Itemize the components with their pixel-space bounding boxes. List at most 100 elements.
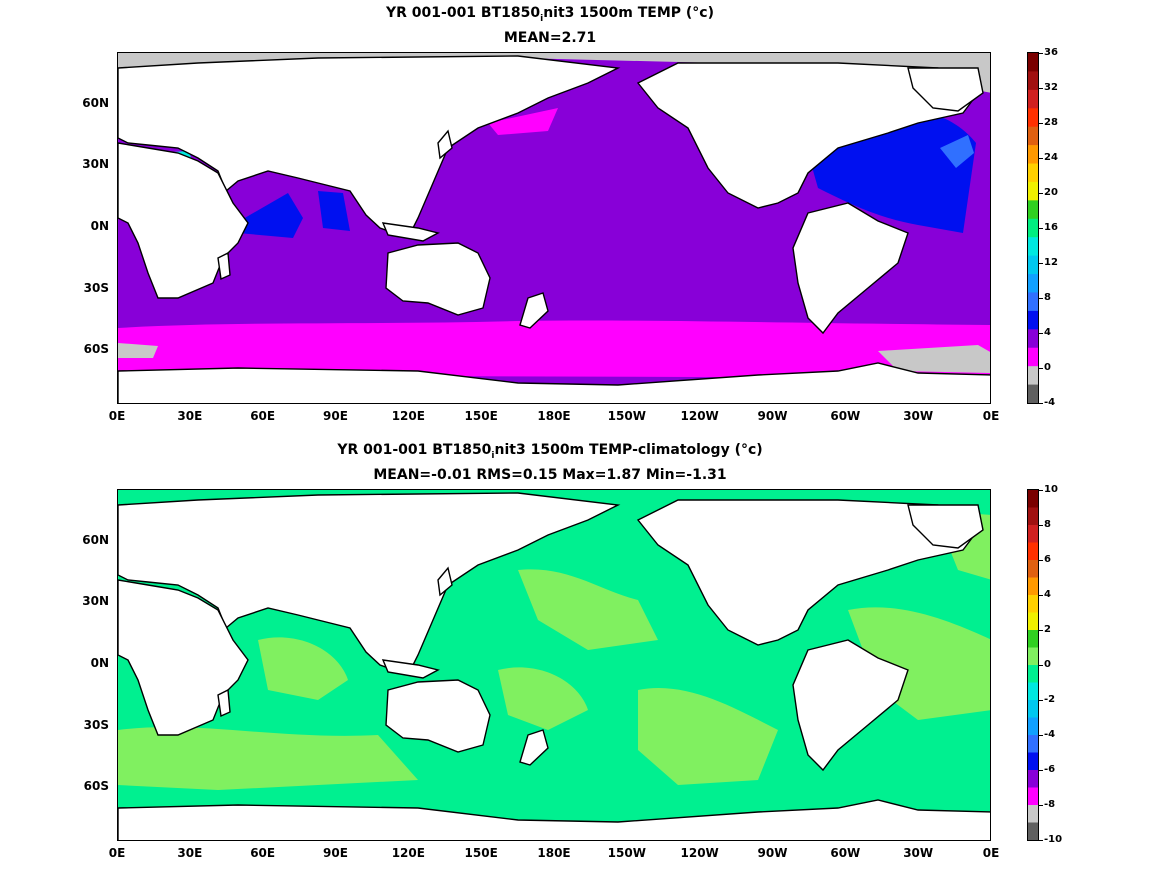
map-2-land-japan (437, 566, 453, 597)
map-2-colorbar-label: -4 (1044, 729, 1056, 740)
map-1-colorbar (1027, 52, 1039, 404)
map-1-colorbar-label: 4 (1044, 327, 1051, 338)
map-2-x-tick-label: 0E (982, 846, 1000, 860)
map-2-colorbar-tick (1039, 595, 1043, 596)
map-1-land-madagascar (217, 251, 231, 281)
map-1-colorbar-tick (1039, 263, 1043, 264)
map-1-y-tick-label: 30N (82, 157, 109, 172)
map-2-colorbar-swatch (1028, 735, 1038, 753)
map-2-y-tick-label: 60S (83, 779, 109, 794)
map-1-colorbar-label: 32 (1044, 82, 1058, 93)
map-1-antarctic-ice (878, 345, 990, 373)
map-2-x-tick-label: 150E (464, 846, 498, 860)
map-1-colorbar-swatch (1028, 366, 1038, 386)
map-1-land-greenland (907, 67, 984, 112)
map-2-colorbar-label: 4 (1044, 589, 1051, 600)
map-2-colorbar (1027, 489, 1039, 841)
map-2-y-tick-label: 60N (82, 532, 109, 547)
map-1-colorbar-swatch (1028, 347, 1038, 367)
map-1-title-rest: nit3 1500m TEMP (°c) (543, 5, 714, 21)
map-2-colorbar-label: 0 (1044, 659, 1051, 670)
map-1-colorbar-tick (1039, 193, 1043, 194)
map-1-y-tick-label: 60S (83, 342, 109, 357)
map-1-colorbar-swatch (1028, 329, 1038, 349)
map-1-colorbar-tick (1039, 53, 1043, 54)
map-2-title-rest: nit3 1500m TEMP-climatology (°c) (494, 442, 763, 458)
map-1-land-australia (385, 242, 491, 316)
map-2-colorbar-swatch (1028, 577, 1038, 596)
map-1-colorbar-label: 24 (1044, 152, 1058, 163)
map-1-land-newzealand (519, 292, 549, 329)
map-2-land-samerica (792, 639, 909, 772)
map-2-colorbar-swatch (1028, 630, 1038, 648)
map-2-title-main: YR 001-001 BT1850 (337, 442, 492, 458)
map-1-colorbar-label: 36 (1044, 47, 1058, 58)
map-1-x-tick-label: 150E (464, 409, 498, 423)
map-2-colorbar-swatch (1028, 595, 1038, 613)
map-2-colorbar-swatch (1028, 542, 1038, 561)
map-1-colorbar-swatch (1028, 108, 1038, 128)
map-2-colorbar-tick (1039, 665, 1043, 666)
map-1-colorbar-tick (1039, 298, 1043, 299)
map-1-svg (118, 53, 990, 403)
map-2-colorbar-swatch (1028, 717, 1038, 736)
map-2-colorbar-swatch (1028, 560, 1038, 578)
map-2-patch-2 (518, 569, 658, 650)
map-2-colorbar-swatch (1028, 805, 1038, 823)
map-2-colorbar-label: 8 (1044, 519, 1051, 530)
map-1-southern-band (118, 320, 990, 378)
map-1-colorbar-swatch (1028, 218, 1038, 238)
map-1-x-tick-label: 90W (757, 409, 788, 423)
map-1-colorbar-label: 0 (1044, 362, 1051, 373)
map-1-colorbar-label: 16 (1044, 222, 1058, 233)
map-1-colorbar-label: 8 (1044, 292, 1051, 303)
map-2-colorbar-swatch (1028, 700, 1038, 718)
map-2-title-sub: i (491, 450, 495, 461)
map-1-x-tick-label: 60W (830, 409, 861, 423)
map-2-x-tick-label: 0E (108, 846, 126, 860)
map-1-colorbar-swatch (1028, 200, 1038, 220)
map-2-colorbar-swatch (1028, 490, 1038, 508)
map-1-colorbar-swatch (1028, 145, 1038, 165)
map-2-land-greenland (907, 504, 984, 549)
map-2-x-tick-label: 60W (830, 846, 861, 860)
map-2-colorbar-swatch (1028, 770, 1038, 788)
map-1-colorbar-tick (1039, 123, 1043, 124)
map-2-colorbar-label: 2 (1044, 624, 1051, 635)
map-1-plot (117, 52, 991, 404)
map-2-colorbar-label: -2 (1044, 694, 1056, 705)
map-2-x-tick-label: 90E (323, 846, 348, 860)
map-2-x-tick-label: 90W (757, 846, 788, 860)
map-2-x-tick-label: 30E (177, 846, 203, 860)
map-2-colorbar-tick (1039, 840, 1043, 841)
map-2-title: YR 001-001 BT1850init3 1500m TEMP-climat… (0, 442, 1100, 461)
map-2-colorbar-tick (1039, 490, 1043, 491)
map-2-colorbar-label: -10 (1044, 834, 1063, 845)
map-2-land (118, 492, 990, 840)
map-1-x-tick-label: 120W (680, 409, 719, 423)
map-2-land-indonesia (381, 659, 440, 679)
map-1-y-tick-label: 0N (90, 218, 109, 233)
map-2-patch-3 (638, 688, 778, 785)
map-2-colorbar-label: -8 (1044, 799, 1056, 810)
map-2-svg (118, 490, 990, 840)
map-2-x-tick-label: 120E (391, 846, 425, 860)
map-1-y-tick-label: 30S (83, 280, 109, 295)
map-1-colorbar-swatch (1028, 255, 1038, 275)
map-2-colorbar-tick (1039, 735, 1043, 736)
map-2-x-tick-label: 60E (250, 846, 276, 860)
map-2-x-tick-label: 150W (607, 846, 646, 860)
map-2-x-tick-label: 180E (537, 846, 571, 860)
map-2-y-tick-label: 0N (90, 655, 109, 670)
map-1-colorbar-label: 28 (1044, 117, 1058, 128)
map-1-colorbar-swatch (1028, 53, 1038, 72)
map-2-colorbar-svg (1028, 490, 1038, 840)
map-2-colorbar-tick (1039, 770, 1043, 771)
map-1-land-indonesia (381, 222, 440, 242)
map-1-arabian-field (236, 193, 303, 238)
map-1-colorbar-svg (1028, 53, 1038, 403)
map-1-colorbar-tick (1039, 368, 1043, 369)
map-1-x-tick-label: 150W (607, 409, 646, 423)
map-1-land (118, 55, 990, 403)
map-1-colorbar-tick (1039, 88, 1043, 89)
